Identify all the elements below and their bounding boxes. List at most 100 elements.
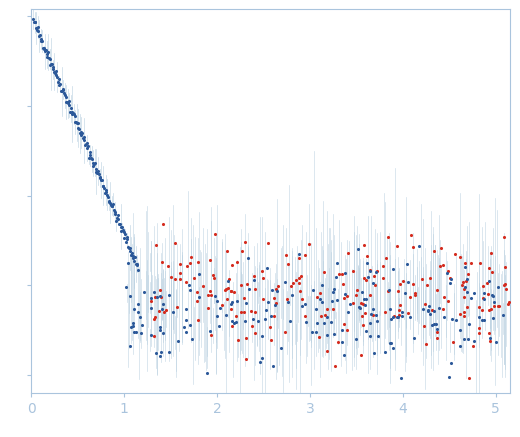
Point (485, 337, 493, 344)
Point (190, 274, 199, 281)
Point (357, 351, 366, 358)
Point (330, 285, 339, 292)
Point (240, 239, 249, 246)
Point (68, 108, 76, 115)
Point (384, 287, 392, 294)
Point (277, 344, 285, 351)
Point (210, 274, 218, 281)
Point (238, 248, 246, 255)
Point (125, 244, 134, 251)
Point (458, 278, 466, 285)
Point (97, 177, 105, 184)
Point (118, 224, 126, 231)
Point (440, 294, 448, 301)
Point (361, 309, 369, 316)
Point (404, 309, 412, 316)
Point (289, 280, 297, 287)
Point (46, 61, 55, 68)
Point (398, 309, 406, 316)
Point (85, 155, 93, 162)
Point (308, 286, 317, 293)
Point (134, 300, 142, 307)
Point (193, 258, 202, 265)
Point (433, 328, 441, 335)
Point (363, 260, 371, 267)
Point (343, 293, 351, 300)
Point (122, 284, 130, 291)
Point (469, 343, 477, 350)
Point (72, 119, 80, 126)
Point (433, 325, 441, 332)
Point (425, 311, 434, 318)
Point (225, 275, 233, 282)
Point (70, 112, 79, 119)
Point (164, 263, 173, 270)
Point (103, 191, 111, 198)
Point (301, 312, 309, 319)
Point (94, 167, 102, 174)
Point (227, 305, 235, 312)
Point (180, 323, 188, 330)
Point (151, 314, 159, 321)
Point (124, 243, 133, 250)
Point (90, 160, 98, 167)
Point (159, 330, 167, 337)
Point (206, 287, 214, 294)
Point (65, 101, 73, 108)
Point (32, 24, 40, 31)
Point (114, 212, 123, 219)
Point (187, 253, 195, 260)
Point (478, 306, 486, 313)
Point (395, 312, 403, 319)
Point (322, 314, 331, 321)
Point (126, 293, 134, 300)
Point (361, 327, 370, 334)
Point (157, 293, 165, 300)
Point (424, 308, 433, 315)
Point (363, 253, 372, 260)
Point (387, 316, 395, 323)
Point (331, 362, 340, 369)
Point (396, 281, 404, 288)
Point (344, 309, 353, 316)
Point (40, 45, 48, 52)
Point (111, 211, 120, 218)
Point (130, 257, 138, 264)
Point (406, 314, 414, 321)
Point (358, 289, 367, 296)
Point (31, 18, 40, 25)
Point (341, 270, 349, 277)
Point (312, 329, 320, 336)
Point (207, 332, 215, 339)
Point (267, 312, 276, 319)
Point (439, 262, 448, 269)
Point (464, 336, 472, 343)
Point (30, 19, 38, 26)
Point (134, 309, 142, 316)
Point (147, 332, 155, 339)
Point (333, 260, 341, 267)
Point (344, 250, 352, 257)
Point (274, 283, 282, 290)
Point (123, 236, 131, 243)
Point (96, 174, 105, 181)
Point (38, 38, 46, 45)
Point (188, 336, 196, 343)
Point (156, 326, 164, 333)
Point (301, 251, 309, 258)
Point (176, 261, 185, 268)
Point (258, 354, 266, 361)
Point (137, 330, 146, 337)
Point (164, 291, 173, 298)
Point (487, 268, 496, 275)
Point (315, 334, 323, 341)
Point (369, 312, 378, 319)
Point (282, 251, 290, 258)
Point (396, 375, 405, 382)
Point (346, 300, 354, 307)
Point (168, 309, 177, 316)
Point (232, 297, 241, 304)
Point (463, 275, 472, 282)
Point (330, 330, 339, 337)
Point (125, 244, 133, 251)
